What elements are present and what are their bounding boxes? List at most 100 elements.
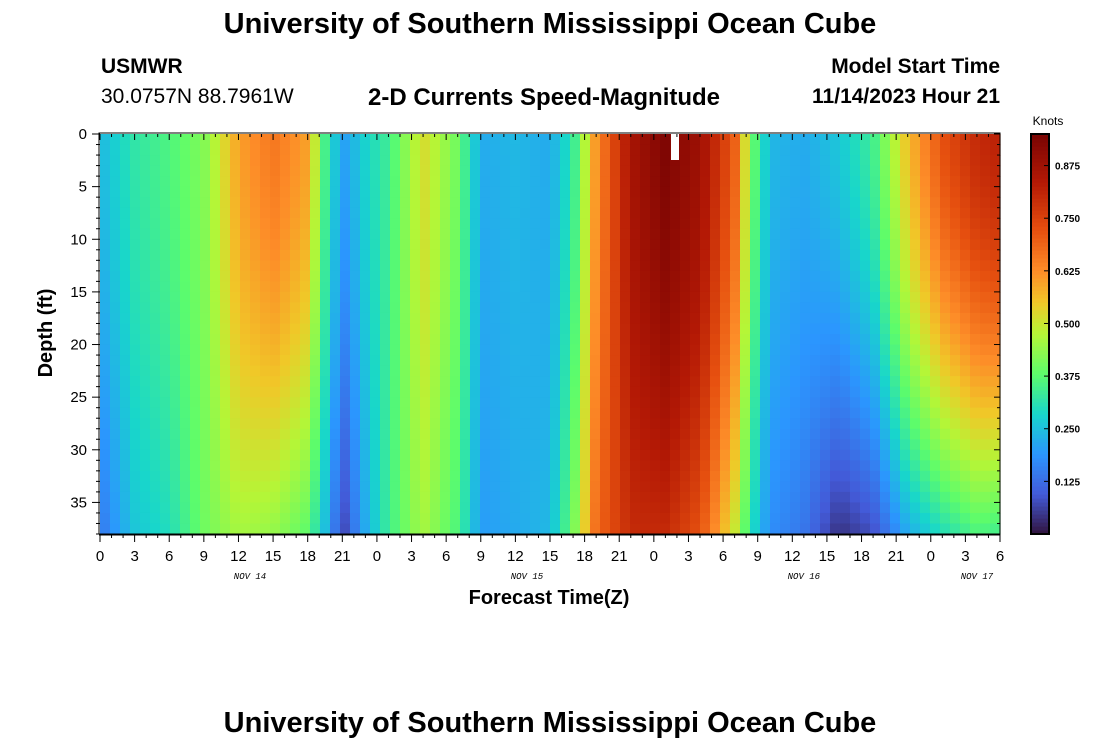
heatmap-cell <box>580 218 591 230</box>
heatmap-cell <box>920 344 931 356</box>
heatmap-cell <box>810 502 821 514</box>
heatmap-cell <box>490 491 501 504</box>
heatmap-cell <box>590 186 601 198</box>
colorbar-segment <box>1031 174 1049 179</box>
heatmap-cell <box>280 302 291 314</box>
heatmap-cell <box>260 260 271 272</box>
heatmap-cell <box>800 165 811 177</box>
heatmap-cell <box>700 270 711 282</box>
heatmap-cell <box>430 323 441 335</box>
heatmap-cell <box>420 376 431 388</box>
heatmap-cell <box>510 449 521 461</box>
heatmap-cell <box>350 439 361 451</box>
heatmap-cell <box>210 397 221 409</box>
heatmap-cell <box>940 502 951 514</box>
heatmap-cell <box>820 134 831 146</box>
heatmap-cell <box>820 312 831 325</box>
heatmap-cell <box>180 155 191 167</box>
heatmap-cell <box>460 207 471 219</box>
heatmap-cell <box>800 281 811 293</box>
heatmap-cell <box>330 449 341 461</box>
heatmap-cell <box>800 260 811 272</box>
heatmap-cell <box>750 312 761 325</box>
heatmap-cell <box>990 365 1001 377</box>
heatmap-cell <box>160 491 171 504</box>
heatmap-cell <box>720 207 731 219</box>
heatmap-cell <box>140 502 151 514</box>
heatmap-cell <box>380 197 391 209</box>
heatmap-cell <box>640 502 651 514</box>
heatmap-cell <box>440 165 451 177</box>
heatmap-cell <box>720 249 731 261</box>
heatmap-cell <box>660 249 671 261</box>
heatmap-cell <box>580 376 591 388</box>
heatmap-cell <box>630 481 641 493</box>
heatmap-cell <box>760 481 771 493</box>
heatmap-cell <box>770 449 781 461</box>
heatmap-cell <box>840 376 851 388</box>
heatmap-cell <box>320 376 331 388</box>
heatmap-cell <box>300 176 311 188</box>
heatmap-cell <box>250 260 261 272</box>
heatmap-cell <box>140 312 151 325</box>
heatmap-cell <box>420 334 431 346</box>
heatmap-cell <box>470 239 481 251</box>
heatmap-cell <box>620 144 631 156</box>
heatmap-cell <box>180 281 191 293</box>
heatmap-cell <box>450 155 461 167</box>
heatmap-cell <box>460 323 471 335</box>
heatmap-cell <box>820 144 831 156</box>
heatmap-cell <box>680 155 691 167</box>
heatmap-cell <box>980 302 991 314</box>
heatmap-cell <box>940 523 951 535</box>
heatmap-cell <box>760 439 771 451</box>
heatmap-cell <box>490 165 501 177</box>
heatmap-cell <box>840 218 851 230</box>
colorbar-segment <box>1031 258 1049 263</box>
heatmap-cell <box>310 481 321 493</box>
heatmap-cell <box>190 523 201 535</box>
heatmap-cell <box>710 281 721 293</box>
heatmap-cell <box>610 365 621 377</box>
heatmap-cell <box>300 344 311 356</box>
colorbar-segment <box>1031 386 1049 391</box>
heatmap-cell <box>270 397 281 409</box>
heatmap-cell <box>620 197 631 209</box>
heatmap-cell <box>690 470 701 482</box>
heatmap-cell <box>300 386 311 398</box>
heatmap-cell <box>910 523 921 535</box>
heatmap-cell <box>100 481 111 493</box>
heatmap-cell <box>240 176 251 188</box>
heatmap-cell <box>700 186 711 198</box>
colorbar-segment <box>1031 346 1049 351</box>
heatmap-cell <box>910 355 921 367</box>
heatmap-cell <box>170 502 181 514</box>
heatmap-cell <box>690 407 701 419</box>
heatmap-cell <box>420 197 431 209</box>
x-tick-label: 3 <box>130 548 138 565</box>
heatmap-cell <box>150 165 161 177</box>
model-start-label: Model Start Time <box>831 55 1000 78</box>
heatmap-cell <box>830 270 841 282</box>
x-tick-label: 9 <box>754 548 762 565</box>
heatmap-cell <box>160 228 171 240</box>
heatmap-cell <box>430 291 441 304</box>
heatmap-cell <box>910 428 921 440</box>
heatmap-cell <box>820 407 831 419</box>
heatmap-cell <box>110 186 121 198</box>
heatmap-cell <box>450 460 461 472</box>
heatmap-cell <box>530 502 541 514</box>
heatmap-cell <box>770 439 781 451</box>
heatmap-cell <box>120 512 131 525</box>
heatmap-cell <box>890 228 901 240</box>
heatmap-cell <box>800 270 811 282</box>
heatmap-cell <box>770 207 781 219</box>
heatmap-cell <box>100 439 111 451</box>
heatmap-cell <box>500 523 511 535</box>
heatmap-cell <box>540 323 551 335</box>
heatmap-cell <box>290 323 301 335</box>
heatmap-cell <box>820 197 831 209</box>
heatmap-cell <box>680 512 691 525</box>
x-tick-label: 12 <box>507 548 524 565</box>
heatmap-cell <box>590 260 601 272</box>
